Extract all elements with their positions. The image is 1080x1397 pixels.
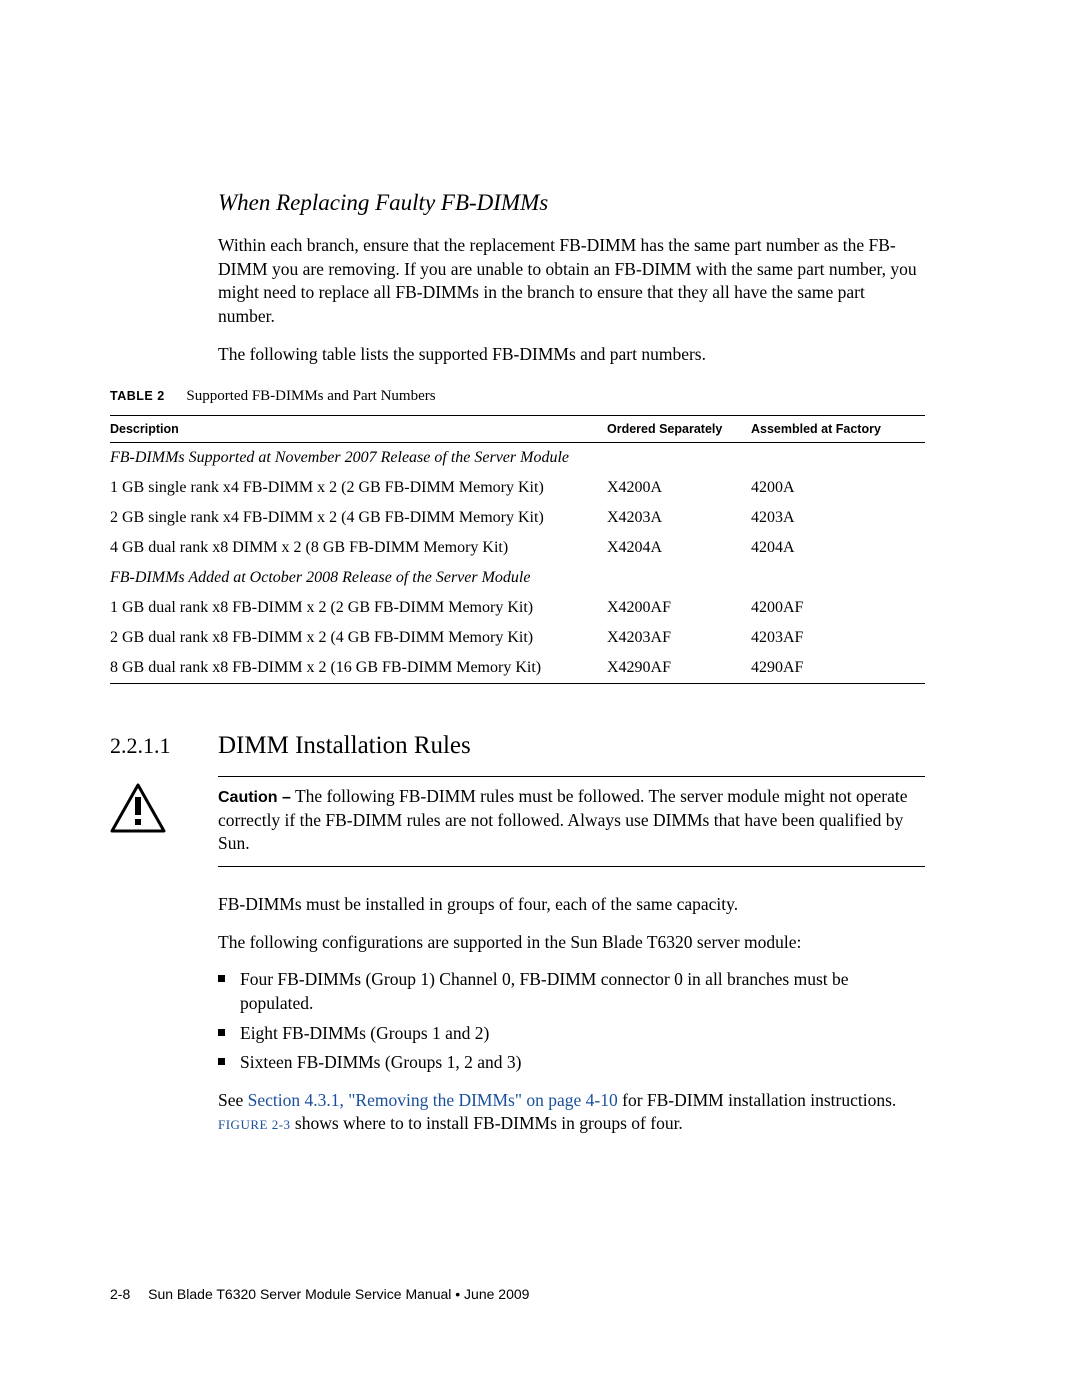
page-footer: 2-8 Sun Blade T6320 Server Module Servic… [110, 1286, 529, 1302]
list-item: Eight FB-DIMMs (Groups 1 and 2) [218, 1022, 925, 1046]
table-row: 1 GB dual rank x8 FB-DIMM x 2 (2 GB FB-D… [110, 593, 925, 623]
table-row: 2 GB dual rank x8 FB-DIMM x 2 (4 GB FB-D… [110, 623, 925, 653]
table-caption: TABLE 2 Supported FB-DIMMs and Part Numb… [110, 388, 925, 405]
text: shows where to to install FB-DIMMs in gr… [291, 1113, 683, 1133]
page-number: 2-8 [110, 1286, 130, 1302]
section-title: DIMM Installation Rules [218, 732, 471, 760]
list-item: Sixteen FB-DIMMs (Groups 1, 2 and 3) [218, 1051, 925, 1075]
paragraph: The following table lists the supported … [218, 343, 925, 367]
table-label: TABLE 2 [110, 389, 165, 403]
paragraph: See Section 4.3.1, "Removing the DIMMs" … [218, 1089, 925, 1136]
caution-body: The following FB-DIMM rules must be foll… [218, 786, 908, 853]
paragraph: FB-DIMMs must be installed in groups of … [218, 893, 925, 917]
caution-text: Caution – The following FB-DIMM rules mu… [218, 785, 925, 856]
table-row: 1 GB single rank x4 FB-DIMM x 2 (2 GB FB… [110, 473, 925, 503]
config-list: Four FB-DIMMs (Group 1) Channel 0, FB-DI… [218, 968, 925, 1075]
section-heading: 2.2.1.1 DIMM Installation Rules [110, 732, 925, 760]
text: See [218, 1090, 248, 1110]
col-description: Description [110, 416, 607, 443]
xref-figure[interactable]: FIGURE 2-3 [218, 1117, 291, 1132]
text: for FB-DIMM installation instructions. [618, 1090, 897, 1110]
list-item: Four FB-DIMMs (Group 1) Channel 0, FB-DI… [218, 968, 925, 1015]
table-row: 4 GB dual rank x8 DIMM x 2 (8 GB FB-DIMM… [110, 533, 925, 563]
heading-replacing-fbdimms: When Replacing Faulty FB-DIMMs [218, 190, 925, 216]
caution-label: Caution – [218, 789, 291, 806]
paragraph: Within each branch, ensure that the repl… [218, 234, 925, 329]
section-number: 2.2.1.1 [110, 733, 218, 759]
table-row: 2 GB single rank x4 FB-DIMM x 2 (4 GB FB… [110, 503, 925, 533]
caution-block: Caution – The following FB-DIMM rules mu… [218, 776, 925, 867]
fbdimm-table: Description Ordered Separately Assembled… [110, 415, 925, 684]
table-section: FB-DIMMs Added at October 2008 Release o… [110, 563, 925, 593]
table-row: 8 GB dual rank x8 FB-DIMM x 2 (16 GB FB-… [110, 653, 925, 684]
caution-icon [110, 783, 166, 833]
col-factory: Assembled at Factory [751, 416, 925, 443]
table-caption-text: Supported FB-DIMMs and Part Numbers [186, 388, 435, 404]
col-ordered: Ordered Separately [607, 416, 751, 443]
footer-text: Sun Blade T6320 Server Module Service Ma… [148, 1286, 529, 1302]
table-section: FB-DIMMs Supported at November 2007 Rele… [110, 443, 925, 474]
xref-link[interactable]: Section 4.3.1, "Removing the DIMMs" on p… [248, 1090, 618, 1110]
paragraph: The following configurations are support… [218, 931, 925, 955]
